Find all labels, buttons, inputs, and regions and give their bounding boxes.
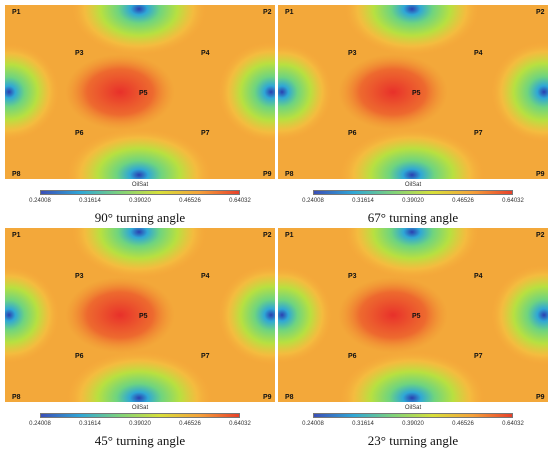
oil-saturation-map (278, 5, 548, 179)
well-label: P5 (139, 90, 148, 97)
colorbar-title: OilSat (404, 405, 422, 411)
well-label: P1 (285, 9, 294, 16)
injector-swept-zone (489, 263, 548, 367)
well-label: P7 (474, 353, 483, 360)
high-saturation-zone (338, 54, 448, 130)
injector-swept-zone (69, 228, 209, 280)
injector-swept-zone (5, 265, 61, 365)
well-label: P3 (75, 50, 84, 57)
injector-swept-zone (69, 5, 209, 57)
well-label: P3 (75, 273, 84, 280)
injector-swept-zone (342, 5, 482, 57)
colorbar-tick-label: 0.24008 (29, 198, 51, 204)
colorbar-tick-label: 0.24008 (302, 198, 324, 204)
colorbar-tick-label: 0.31614 (352, 198, 374, 204)
colorbar-tick-label: 0.24008 (302, 421, 324, 427)
colorbar-tick-label: 0.64032 (502, 198, 524, 204)
well-label: P1 (12, 9, 21, 16)
well-label: P5 (412, 90, 421, 97)
injector-swept-zone (278, 42, 334, 142)
oil-saturation-map (5, 228, 275, 402)
colorbar (313, 413, 513, 418)
colorbar-tick-label: 0.46526 (179, 421, 201, 427)
well-label: P1 (285, 232, 294, 239)
simulation-panel: P1 P2 P3 P4 P5 P6 P7 P8 P9 OilSat 0.24008 0.31614 0.… (5, 5, 275, 229)
well-label: P9 (536, 394, 545, 401)
colorbar-tick-label: 0.64032 (229, 421, 251, 427)
well-label: P8 (285, 171, 294, 178)
colorbar-tick-label: 0.46526 (452, 198, 474, 204)
injector-swept-zone (342, 228, 482, 280)
well-label: P9 (536, 171, 545, 178)
injector-swept-zone (489, 40, 548, 144)
colorbar-tick-label: 0.64032 (502, 421, 524, 427)
high-saturation-zone (65, 54, 175, 130)
well-label: P4 (474, 50, 483, 57)
colorbar-tick-label: 0.31614 (79, 421, 101, 427)
colorbar (40, 190, 240, 195)
oil-saturation-map (278, 228, 548, 402)
well-label: P8 (12, 171, 21, 178)
well-label: P8 (12, 394, 21, 401)
simulation-panel: P1 P2 P3 P4 P5 P6 P7 P8 P9 OilSat 0.24008 0.31614 0.… (278, 5, 548, 229)
colorbar-title: OilSat (131, 182, 149, 188)
well-label: P2 (263, 232, 272, 239)
well-label: P7 (474, 130, 483, 137)
colorbar-tick-label: 0.24008 (29, 421, 51, 427)
well-label: P4 (201, 273, 210, 280)
injector-swept-zone (216, 40, 275, 144)
colorbar (313, 190, 513, 195)
injector-swept-zone (5, 42, 61, 142)
injector-swept-zone (216, 263, 275, 367)
well-label: P4 (201, 50, 210, 57)
well-label: P4 (474, 273, 483, 280)
well-label: P5 (412, 313, 421, 320)
panel-caption: 45° turning angle (94, 433, 186, 448)
injector-swept-zone (337, 127, 487, 179)
colorbar-tick-label: 0.31614 (352, 421, 374, 427)
colorbar-tick-label: 0.39020 (129, 198, 151, 204)
colorbar-tick-label: 0.46526 (179, 198, 201, 204)
colorbar-tick-label: 0.46526 (452, 421, 474, 427)
injector-swept-zone (64, 350, 214, 402)
panel-caption: 67° turning angle (367, 210, 459, 225)
well-label: P8 (285, 394, 294, 401)
injector-swept-zone (64, 127, 214, 179)
colorbar-tick-label: 0.39020 (402, 421, 424, 427)
well-label: P3 (348, 50, 357, 57)
well-label: P6 (75, 353, 84, 360)
panel-caption: 23° turning angle (367, 433, 459, 448)
panel-caption: 90° turning angle (94, 210, 186, 225)
colorbar-tick-label: 0.31614 (79, 198, 101, 204)
well-label: P5 (139, 313, 148, 320)
simulation-panel: P1 P2 P3 P4 P5 P6 P7 P8 P9 OilSat 0.24008 0.31614 0.… (5, 228, 275, 452)
well-label: P2 (263, 9, 272, 16)
well-label: P3 (348, 273, 357, 280)
colorbar-title: OilSat (404, 182, 422, 188)
well-label: P1 (12, 232, 21, 239)
colorbar-tick-label: 0.39020 (402, 198, 424, 204)
well-label: P7 (201, 130, 210, 137)
colorbar-tick-label: 0.64032 (229, 198, 251, 204)
well-label: P6 (348, 353, 357, 360)
colorbar (40, 413, 240, 418)
colorbar-tick-label: 0.39020 (129, 421, 151, 427)
oil-saturation-map (5, 5, 275, 179)
well-label: P9 (263, 171, 272, 178)
well-label: P6 (348, 130, 357, 137)
well-label: P2 (536, 9, 545, 16)
well-label: P2 (536, 232, 545, 239)
well-label: P7 (201, 353, 210, 360)
well-label: P9 (263, 394, 272, 401)
colorbar-title: OilSat (131, 405, 149, 411)
high-saturation-zone (338, 277, 448, 353)
high-saturation-zone (65, 277, 175, 353)
injector-swept-zone (278, 265, 334, 365)
injector-swept-zone (337, 350, 487, 402)
well-label: P6 (75, 130, 84, 137)
simulation-panel: P1 P2 P3 P4 P5 P6 P7 P8 P9 OilSat 0.24008 0.31614 0.… (278, 228, 548, 452)
